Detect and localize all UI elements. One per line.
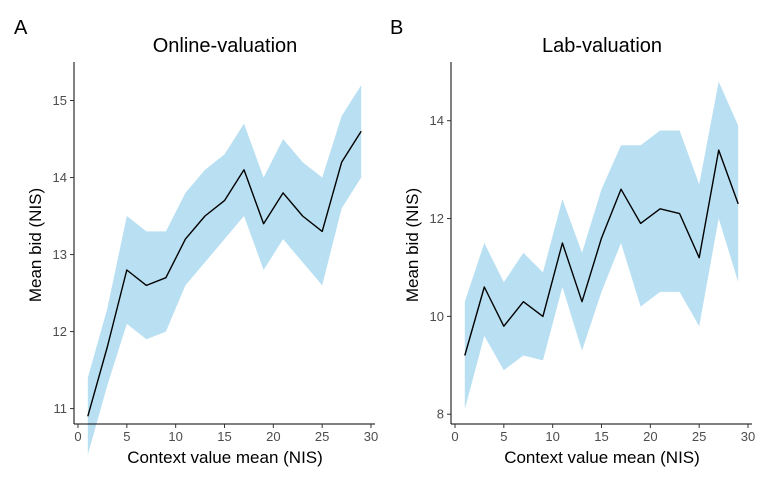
chart-title: Online-valuation <box>153 35 298 57</box>
x-tick-label: 25 <box>692 429 706 444</box>
y-tick-label: 13 <box>53 247 67 262</box>
x-tick-label: 25 <box>315 429 329 444</box>
y-tick-label: 12 <box>53 324 67 339</box>
x-tick-label: 20 <box>266 429 280 444</box>
y-tick-label: 15 <box>53 93 67 108</box>
series-line <box>87 130 362 417</box>
confidence-band <box>464 81 739 410</box>
y-tick-label: 14 <box>430 113 444 128</box>
y-axis-label: Mean bid (NIS) <box>26 188 45 302</box>
chart-title: Lab-valuation <box>542 35 662 57</box>
y-tick-label: 12 <box>430 211 444 226</box>
series-line <box>464 149 739 356</box>
x-tick-label: 15 <box>217 429 231 444</box>
x-tick-label: 15 <box>594 429 608 444</box>
x-axis-label: Context value mean (NIS) <box>127 448 323 467</box>
x-tick-label: 0 <box>451 429 458 444</box>
y-tick-label: 14 <box>53 170 67 185</box>
x-tick-label: 30 <box>741 429 755 444</box>
x-tick-label: 0 <box>74 429 81 444</box>
x-tick-label: 10 <box>168 429 182 444</box>
y-tick-label: 11 <box>54 401 68 416</box>
y-axis-label: Mean bid (NIS) <box>403 188 422 302</box>
x-axis-label: Context value mean (NIS) <box>504 448 700 467</box>
x-tick-label: 30 <box>364 429 378 444</box>
panel-letter: A <box>14 17 28 39</box>
panel-letter: B <box>390 17 403 39</box>
y-tick-label: 8 <box>437 407 444 422</box>
y-tick-label: 10 <box>430 309 444 324</box>
x-tick-label: 10 <box>545 429 559 444</box>
panel-a: A Online-valuation Context value mean (N… <box>14 17 378 467</box>
x-tick-label: 5 <box>500 429 507 444</box>
x-tick-label: 5 <box>123 429 130 444</box>
panel-b: B Lab-valuation Context value mean (NIS)… <box>390 17 755 467</box>
x-tick-label: 20 <box>643 429 657 444</box>
confidence-band <box>87 85 362 455</box>
